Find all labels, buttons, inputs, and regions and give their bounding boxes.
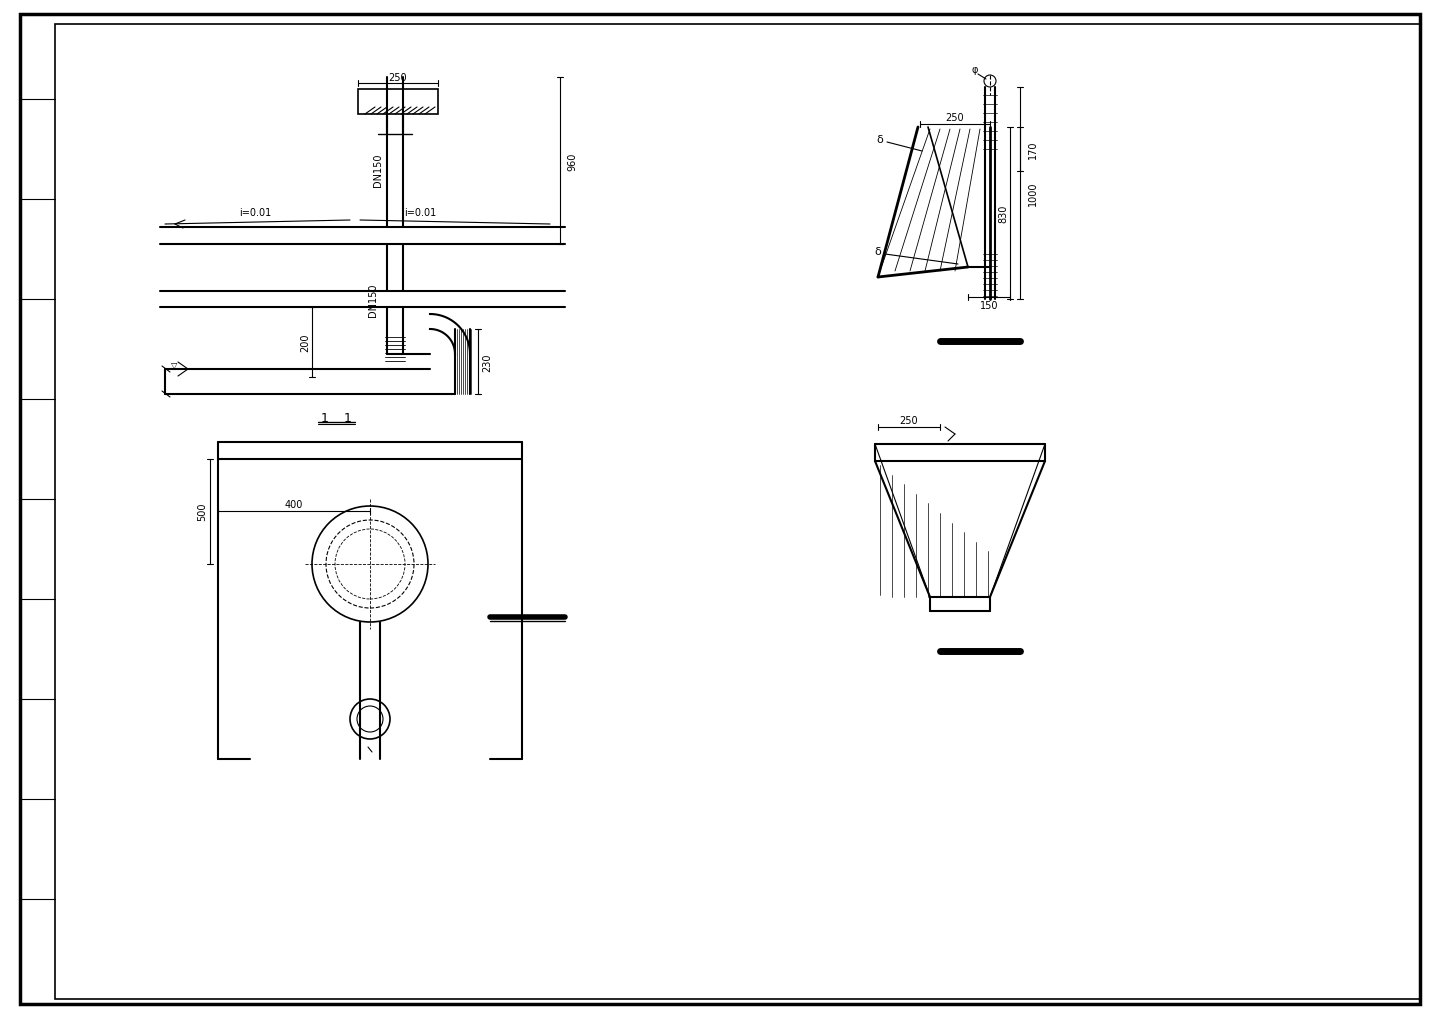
Text: 830: 830	[998, 205, 1008, 223]
Text: δ: δ	[874, 247, 881, 257]
Text: ▽: ▽	[171, 360, 177, 369]
Text: 150: 150	[979, 301, 998, 311]
Text: δ: δ	[877, 135, 883, 145]
Text: 1: 1	[344, 411, 351, 424]
Text: 170: 170	[1028, 141, 1038, 159]
Text: 1: 1	[321, 411, 328, 424]
Bar	[359, 90, 438, 115]
Text: 250: 250	[389, 73, 408, 83]
Text: DN150: DN150	[369, 283, 379, 317]
Text: i=0.01: i=0.01	[403, 208, 436, 218]
Text: 200: 200	[300, 333, 310, 352]
Text: i=0.01: i=0.01	[239, 208, 271, 218]
Text: φ: φ	[972, 65, 978, 75]
Text: 250: 250	[900, 416, 919, 426]
Text: 400: 400	[285, 499, 304, 510]
Text: 230: 230	[482, 354, 492, 372]
Text: 250: 250	[946, 113, 965, 123]
Text: 500: 500	[197, 502, 207, 521]
Text: 1000: 1000	[1028, 181, 1038, 206]
Text: 960: 960	[567, 153, 577, 171]
Text: DN150: DN150	[373, 153, 383, 186]
